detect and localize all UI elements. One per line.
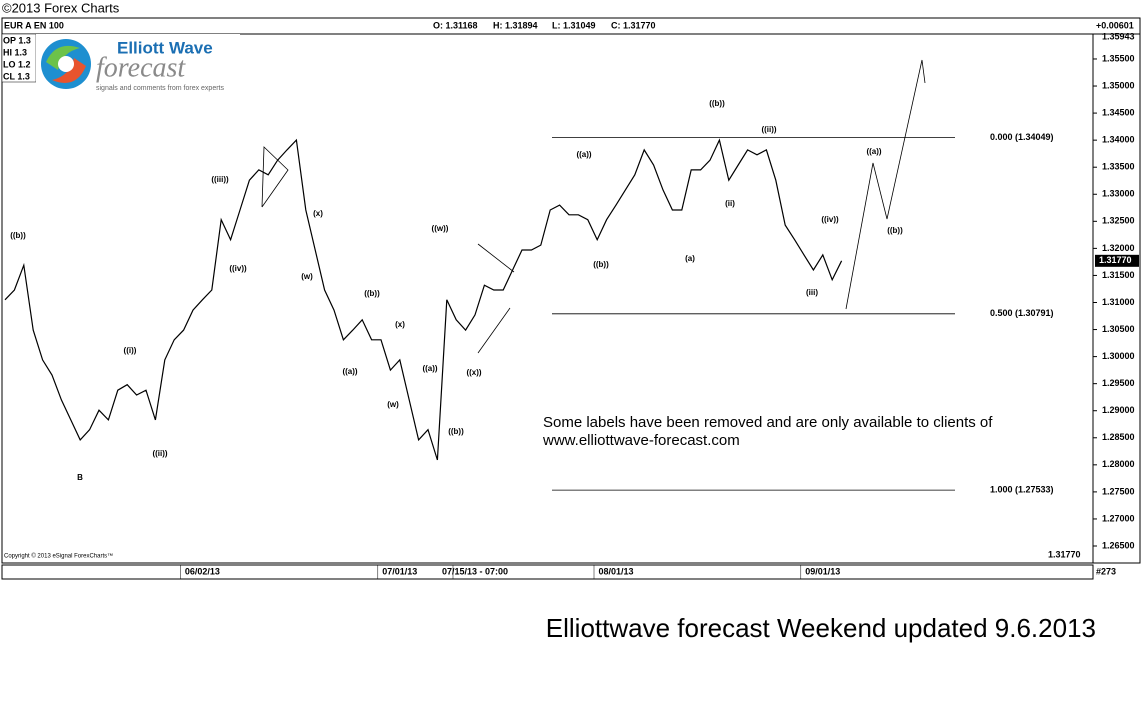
wave-label: ((a)) xyxy=(576,150,591,159)
date-axis-frame xyxy=(1,564,1094,580)
y-tick-label: 1.26500 xyxy=(1102,540,1135,550)
wave-label: ((a)) xyxy=(866,147,881,156)
info-low: LO 1.2 xyxy=(3,59,31,69)
source: ©2013 Forex Charts xyxy=(2,0,120,15)
logo: Elliott Wave forecast signals and commen… xyxy=(36,34,240,96)
wave-label: ((b)) xyxy=(448,427,464,436)
copyright: Copyright © 2013 eSignal ForexCharts™ xyxy=(4,553,113,560)
wave-label: (x) xyxy=(313,209,323,218)
wave-label: ((b)) xyxy=(709,99,725,108)
wave-label: ((a)) xyxy=(342,367,357,376)
y-tick-label: 1.31500 xyxy=(1102,270,1135,280)
wave-label: ((b)) xyxy=(10,231,26,240)
price-line xyxy=(4,138,843,461)
y-tick-label: 1.28000 xyxy=(1102,459,1135,469)
wave-label: ((i)) xyxy=(124,346,137,355)
low-value: L: 1.31049 xyxy=(552,20,596,30)
info-close: CL 1.3 xyxy=(3,71,30,81)
fib-label: 0.000 (1.34049) xyxy=(990,132,1054,142)
logo-center xyxy=(58,56,74,72)
last-price-label: 1.31770 xyxy=(1099,255,1132,265)
x-tick-label: 06/02/13 xyxy=(185,566,220,576)
wave-label: ((b)) xyxy=(887,226,903,235)
y-axis-top-label: 1.35943 xyxy=(1102,31,1135,41)
wave-label: (a) xyxy=(685,254,695,263)
y-tick-label: 1.30000 xyxy=(1102,351,1135,361)
wave-label: (ii) xyxy=(725,199,735,208)
y-tick-label: 1.35000 xyxy=(1102,80,1135,90)
open-value: O: 1.31168 xyxy=(433,20,478,30)
high-value: H: 1.31894 xyxy=(493,20,538,30)
change-value: +0.00601 xyxy=(1096,20,1134,30)
x-tick-label: 09/01/13 xyxy=(805,566,840,576)
last-price-footer: 1.31770 xyxy=(1048,549,1081,559)
wave-label: (x) xyxy=(395,320,405,329)
wave-label: (w) xyxy=(387,400,399,409)
fib-label: 1.000 (1.27533) xyxy=(990,484,1054,494)
info-high: HI 1.3 xyxy=(3,47,27,57)
footer-title: Elliottwave forecast Weekend updated 9.6… xyxy=(546,613,1096,643)
y-tick-label: 1.34500 xyxy=(1102,107,1135,117)
wave-label: ((iv)) xyxy=(229,264,247,273)
wave-label: (w) xyxy=(301,272,313,281)
wave-label: ((iii)) xyxy=(211,175,229,184)
wave-label: ((w)) xyxy=(432,224,449,233)
x-tick-label: 07/15/13 - 07:00 xyxy=(442,566,508,576)
last-price-box xyxy=(1095,254,1139,267)
wave-label: (iii) xyxy=(806,288,818,297)
y-tick-label: 1.31000 xyxy=(1102,297,1135,307)
y-tick-label: 1.33000 xyxy=(1102,189,1135,199)
channel-line xyxy=(477,307,511,354)
projection-path xyxy=(845,59,926,310)
wave-label: ((x)) xyxy=(466,368,481,377)
y-tick-label: 1.33500 xyxy=(1102,162,1135,172)
plot-frame xyxy=(1,33,1094,564)
logo-word: forecast xyxy=(96,52,186,83)
channel-line xyxy=(477,243,515,273)
note-line: www.elliottwave-forecast.com xyxy=(542,432,740,449)
y-tick-label: 1.29000 xyxy=(1102,405,1135,415)
x-tick-label: 08/01/13 xyxy=(598,566,633,576)
y-tick-label: 1.28500 xyxy=(1102,432,1135,442)
info-open: OP 1.3 xyxy=(3,35,31,45)
bar-count: #273 xyxy=(1096,566,1116,576)
wave-label: ((ii)) xyxy=(152,449,167,458)
fib-label: 0.500 (1.30791) xyxy=(990,308,1054,318)
y-tick-label: 1.27000 xyxy=(1102,513,1135,523)
wave-label: ((a)) xyxy=(422,364,437,373)
pattern-lines xyxy=(261,59,926,354)
wave-label: B xyxy=(77,473,83,482)
triangle xyxy=(261,146,289,208)
note-line: Some labels have been removed and are on… xyxy=(543,414,993,431)
y-tick-label: 1.35500 xyxy=(1102,53,1135,63)
logo-name: Elliott Wave xyxy=(117,38,213,57)
y-tick-label: 1.30500 xyxy=(1102,324,1135,334)
x-tick-label: 07/01/13 xyxy=(382,566,417,576)
wave-label: ((ii)) xyxy=(761,125,776,134)
y-tick-label: 1.29500 xyxy=(1102,378,1135,388)
wave-label: ((b)) xyxy=(364,289,380,298)
y-tick-label: 1.34000 xyxy=(1102,135,1135,145)
y-tick-label: 1.32500 xyxy=(1102,216,1135,226)
y-tick-label: 1.32000 xyxy=(1102,243,1135,253)
wave-label: ((b)) xyxy=(593,260,609,269)
close-value: C: 1.31770 xyxy=(611,20,656,30)
wave-label: ((iv)) xyxy=(821,215,839,224)
symbol: EUR A EN 100 xyxy=(4,20,64,30)
price-axis-frame xyxy=(1092,33,1141,564)
y-tick-label: 1.27500 xyxy=(1102,486,1135,496)
logo-tagline: signals and comments from forex experts xyxy=(96,85,224,92)
